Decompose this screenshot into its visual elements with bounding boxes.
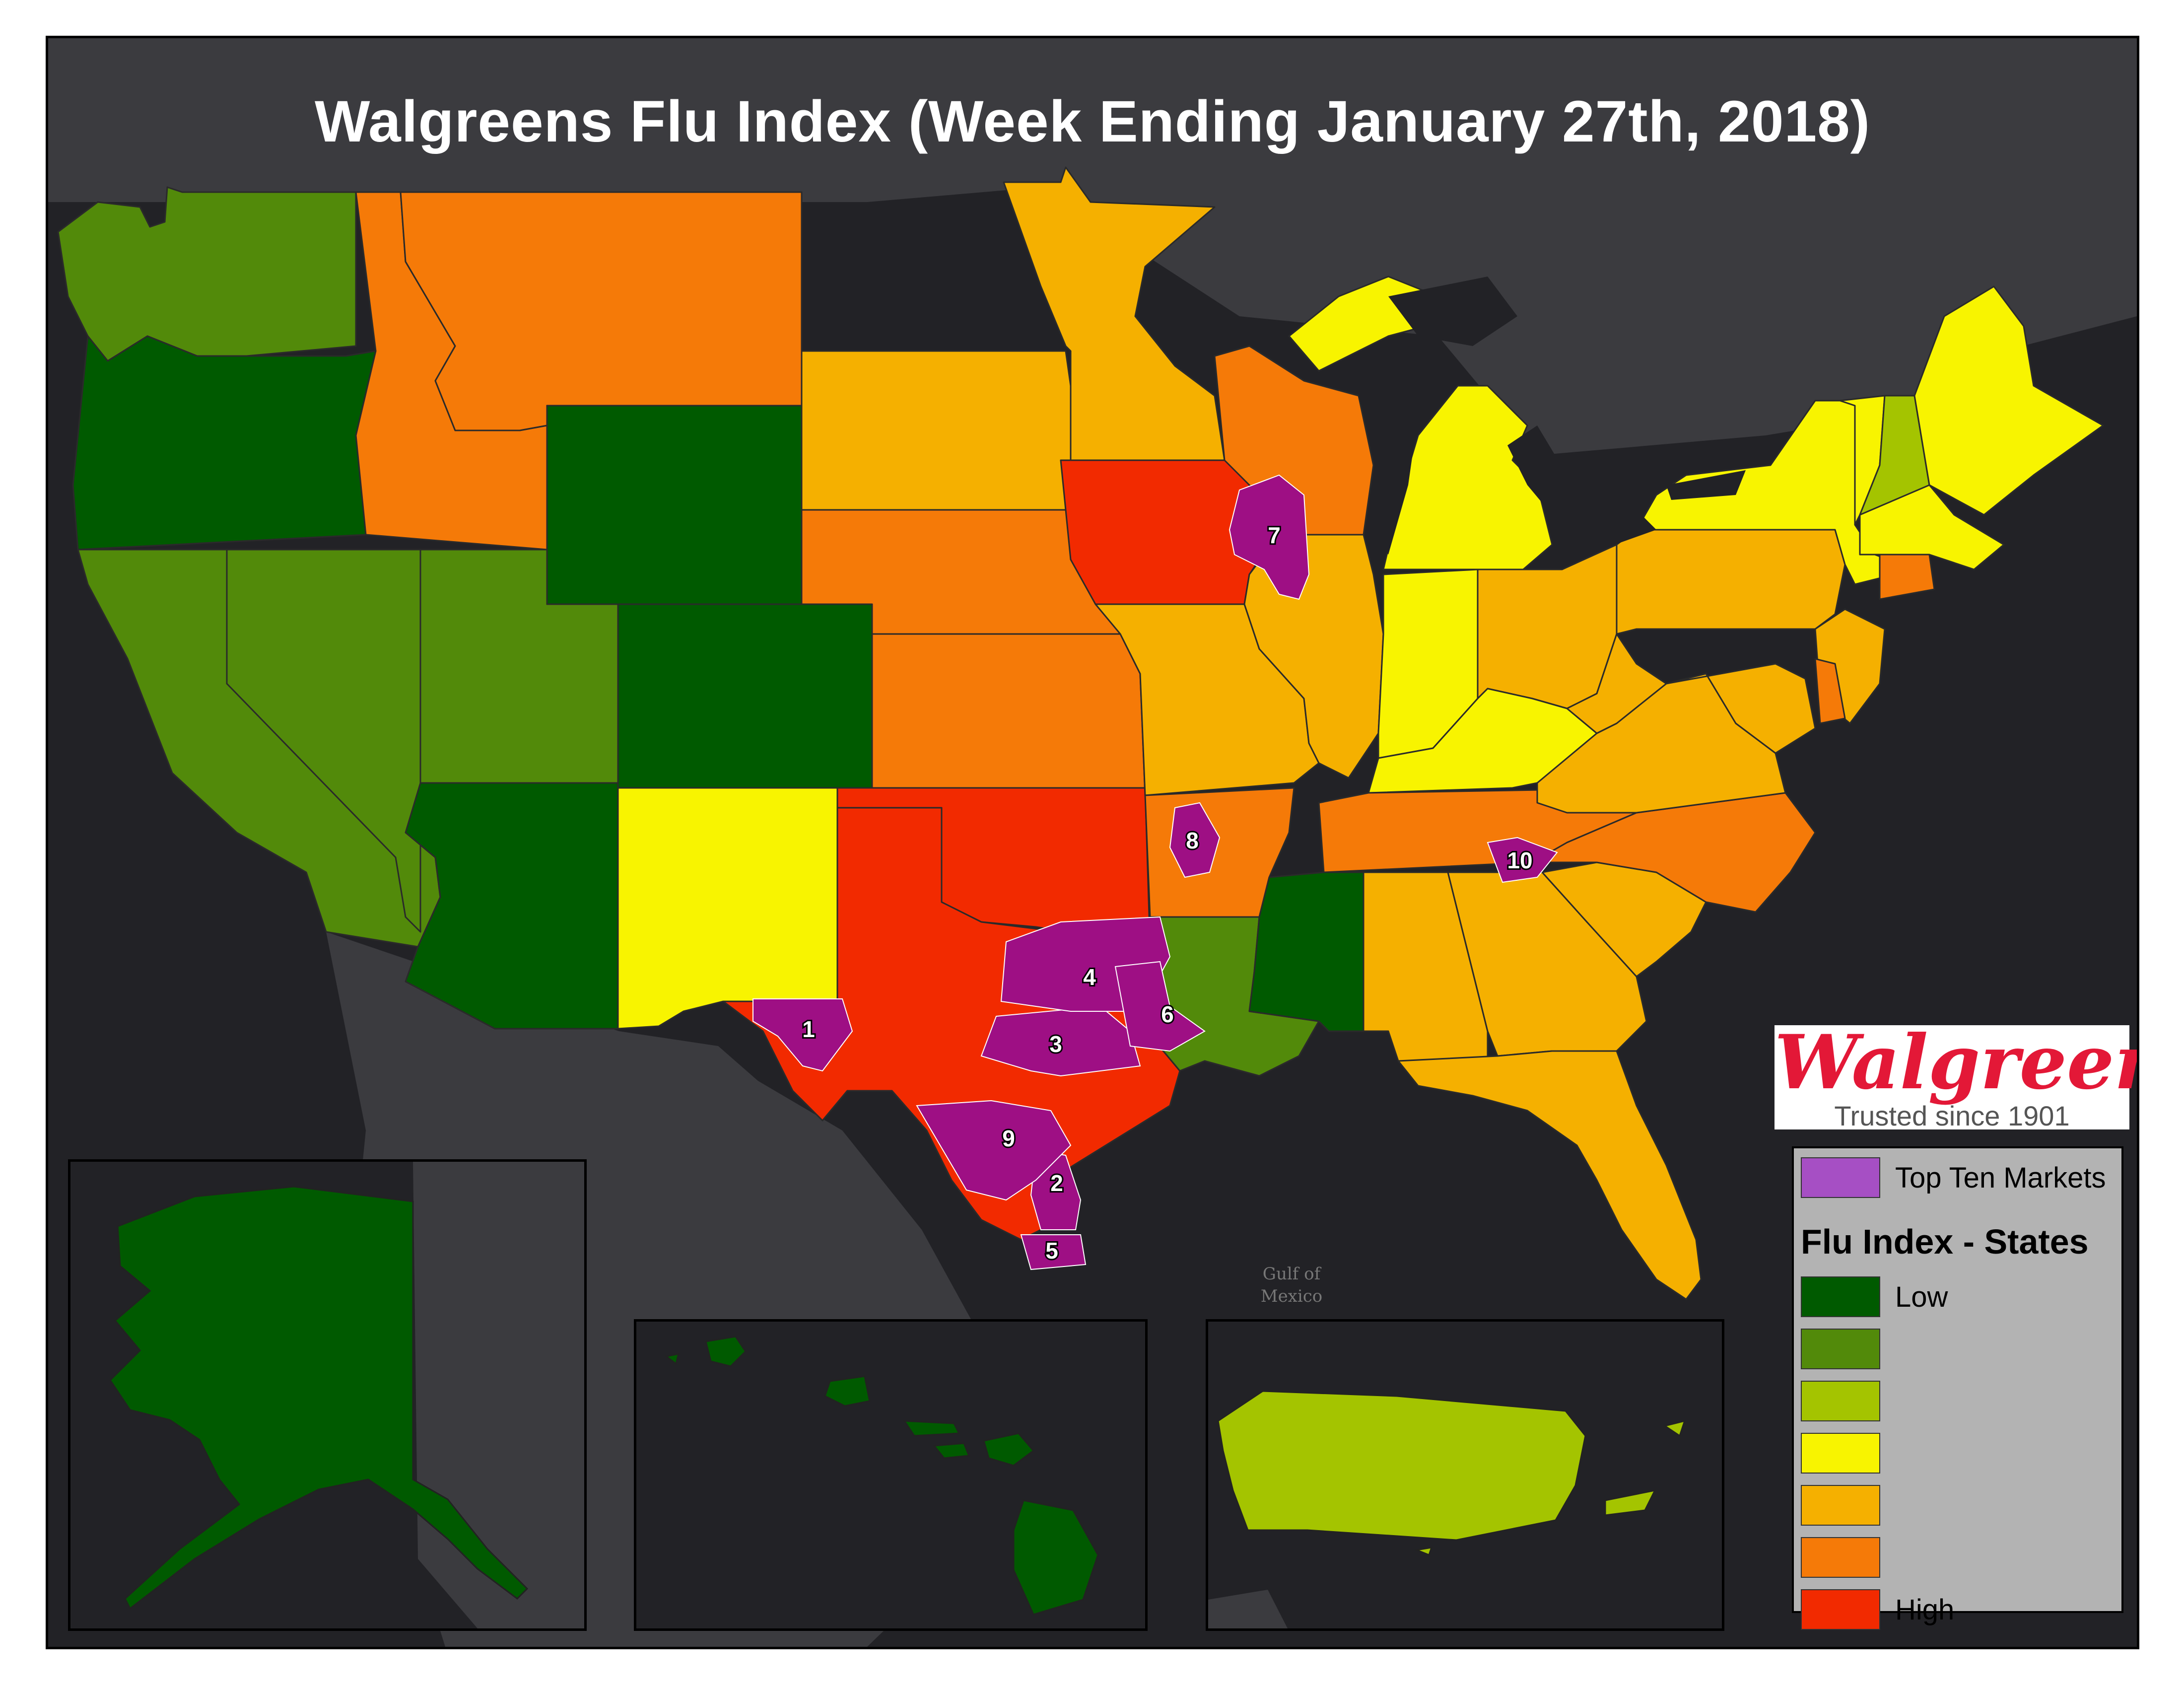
puerto-rico-inset (1206, 1319, 1724, 1631)
market-1: 1 (752, 998, 853, 1072)
state-OH (1477, 544, 1618, 709)
legend-level-row-6 (1801, 1537, 1895, 1578)
legend-markets-swatch (1801, 1157, 1880, 1198)
market-area-8 (1169, 802, 1221, 878)
market-area-9 (916, 1100, 1072, 1201)
market-rank-label-2: 2 (1050, 1170, 1063, 1196)
market-area-10 (1487, 837, 1558, 883)
state-IL (1243, 534, 1384, 779)
state-SD (801, 350, 1072, 511)
legend-level-swatch-7 (1801, 1589, 1880, 1630)
legend-level-swatch-3 (1801, 1381, 1880, 1421)
market-rank-label-3: 3 (1049, 1031, 1062, 1057)
map-frame: 1 2 3 4 5 6 7 8 9 10 Gulf of Mexico Walgreens Flu… (46, 36, 2139, 1649)
legend-level-label-7: High (1895, 1593, 1955, 1626)
great-lake-3 (1507, 425, 1567, 515)
market-8: 8 (1169, 802, 1221, 878)
legend-level-swatch-2 (1801, 1329, 1880, 1369)
state-MT (400, 191, 803, 431)
us-states-layer (57, 166, 2104, 1300)
legend-level-row-7: High (1801, 1589, 1954, 1630)
market-rank-label-9: 9 (1002, 1125, 1015, 1151)
state-MD (1665, 663, 1816, 754)
legend-level-row-4 (1801, 1433, 1895, 1474)
market-area-6 (1114, 961, 1206, 1052)
state-AZ (405, 782, 619, 1030)
market-area-5 (1020, 1234, 1087, 1270)
market-area-7 (1228, 474, 1310, 600)
state-KS (871, 633, 1146, 796)
market-rank-label-8: 8 (1186, 828, 1199, 853)
market-rank-label-10: 10 (1507, 847, 1532, 873)
market-6: 6 (1114, 961, 1206, 1052)
legend-level-row-1: Low (1801, 1276, 1948, 1317)
state-PR (1217, 1390, 1686, 1556)
legend-markets-label: Top Ten Markets (1895, 1161, 2106, 1194)
canada-landmass (48, 38, 2137, 455)
state-PA (1616, 529, 1846, 635)
market-rank-label-1: 1 (802, 1016, 815, 1042)
legend-level-label-1: Low (1895, 1280, 1948, 1313)
water-label-gulf: Gulf of (1263, 1264, 1322, 1284)
logo-wordmark: Walgreens (1774, 1019, 2137, 1106)
legend-level-row-2 (1801, 1329, 1895, 1369)
state-MA (1859, 484, 2005, 570)
great-lake-4 (1567, 510, 1656, 555)
hawaii-inset (634, 1319, 1148, 1631)
market-rank-label-5: 5 (1045, 1238, 1058, 1264)
map-legend: Top Ten Markets Flu Index - States Low Hi… (1792, 1146, 2123, 1630)
state-AK (109, 1186, 529, 1610)
legend-level-row-5 (1801, 1485, 1895, 1526)
alaska-inset (68, 1159, 587, 1631)
canada-yukon-landmass (413, 1162, 584, 1628)
walgreens-logo: Walgreens Trusted since 1901 (1774, 1019, 2137, 1131)
state-NC (1531, 792, 1816, 913)
state-OR (72, 335, 377, 551)
market-7: 7 (1228, 474, 1310, 600)
market-10: 10 (1487, 837, 1558, 883)
map-title: Walgreens Flu Index (Week Ending January… (314, 89, 1870, 154)
state-MS (1248, 871, 1365, 1032)
market-rank-label-6: 6 (1161, 1001, 1174, 1027)
legend-level-swatch-4 (1801, 1433, 1880, 1474)
state-ME (1913, 285, 2104, 516)
market-rank-label-7: 7 (1268, 522, 1281, 548)
top-markets-layer: 1 2 3 4 5 6 7 8 9 10 (752, 474, 1558, 1270)
state-NM (617, 787, 838, 1030)
market-9: 9 (916, 1100, 1072, 1201)
state-DE (1814, 658, 1846, 724)
state-CT (1879, 554, 1935, 600)
water-label-mexico: Mexico (1261, 1286, 1323, 1306)
legend-markets-row: Top Ten Markets (1801, 1157, 2106, 1198)
state-WA (57, 186, 357, 362)
state-FL (1397, 1050, 1702, 1300)
market-5: 5 (1020, 1234, 1087, 1270)
legend-level-row-3 (1801, 1381, 1895, 1421)
legend-level-swatch-6 (1801, 1537, 1880, 1578)
market-3: 3 (980, 1005, 1141, 1077)
state-CO (617, 603, 873, 789)
market-area-1 (752, 998, 853, 1072)
state-MN (1003, 166, 1226, 461)
legend-level-swatch-5 (1801, 1485, 1880, 1526)
legend-states-heading: Flu Index - States (1801, 1222, 2089, 1261)
state-HI (664, 1336, 1099, 1616)
logo-tagline: Trusted since 1901 (1834, 1100, 2070, 1131)
great-lake-2 (1388, 277, 1517, 346)
state-WV (1566, 633, 1667, 734)
great-lake-5 (1666, 470, 1746, 500)
market-rank-label-4: 4 (1083, 964, 1096, 990)
great-lake-1 (1359, 376, 1418, 555)
hispaniola-landmass (1208, 1590, 1288, 1628)
state-WY (546, 405, 803, 605)
legend-level-swatch-1 (1801, 1276, 1880, 1317)
